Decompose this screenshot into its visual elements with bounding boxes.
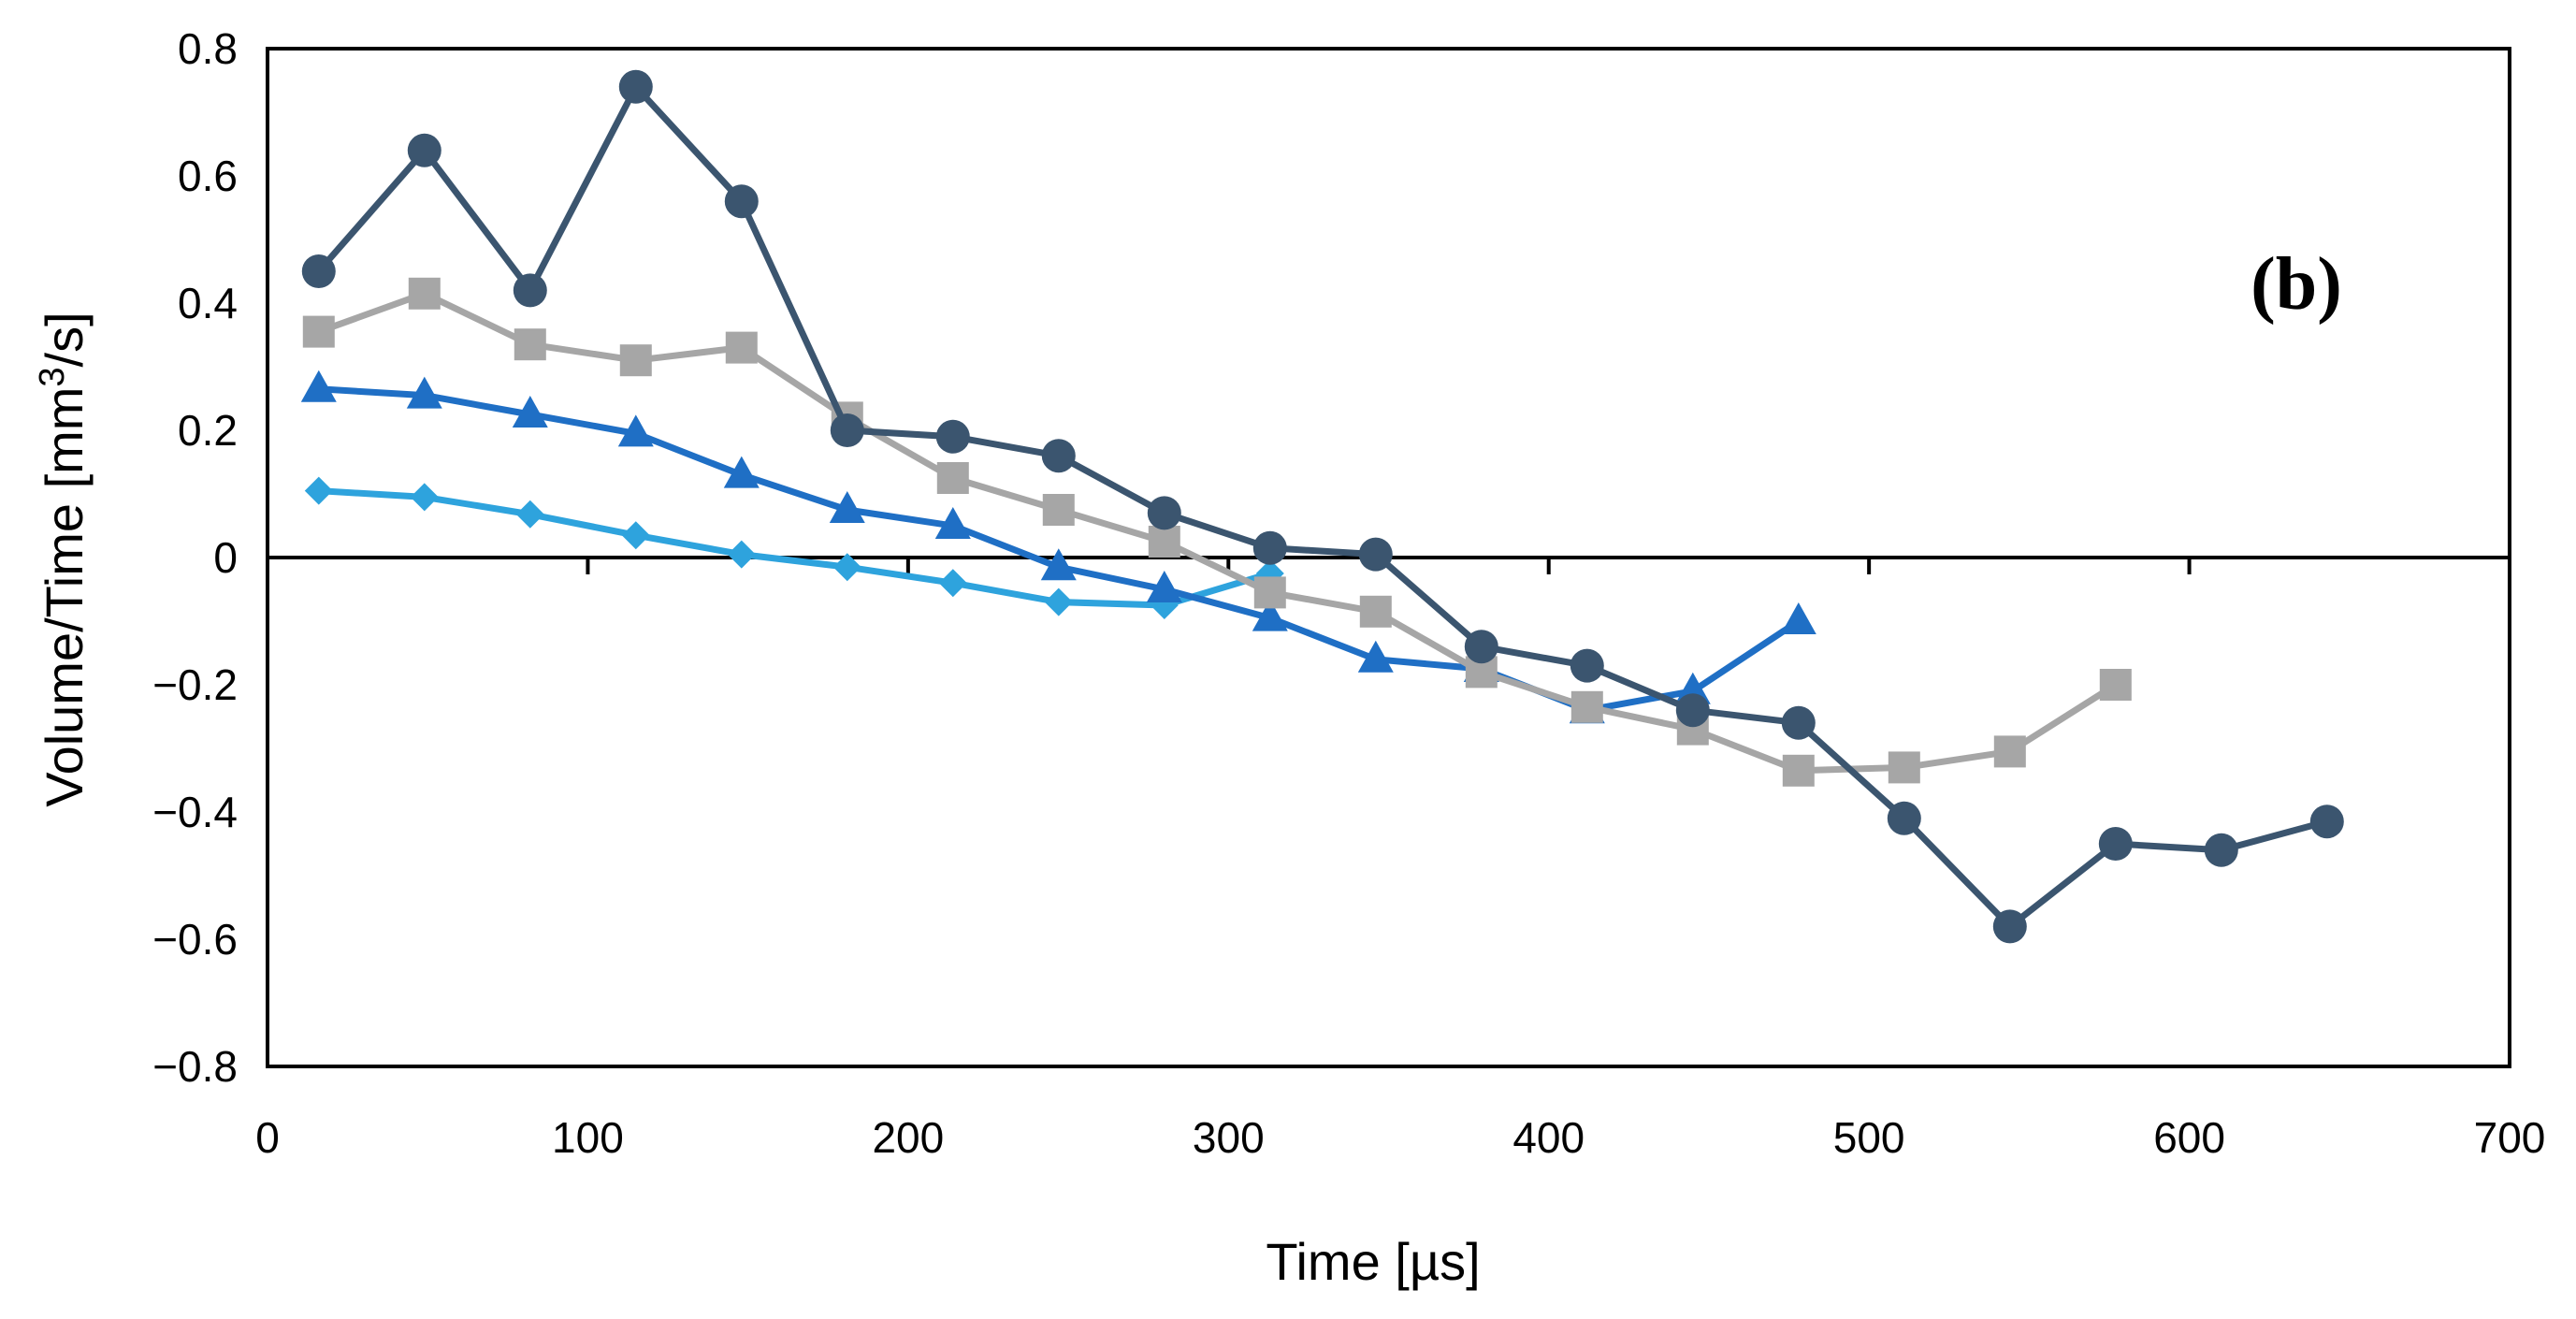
series-4-point-1 xyxy=(410,483,439,512)
series-2-point-0 xyxy=(302,315,335,348)
series-1-point-16 xyxy=(1992,909,2027,944)
series-1-line xyxy=(316,83,2328,930)
y-tick-label-1: 0.6 xyxy=(178,152,238,200)
y-tick-label-6: −0.4 xyxy=(152,788,238,836)
x-tick-label-200: 200 xyxy=(872,1113,944,1162)
series-3-point-9 xyxy=(1252,599,1288,631)
series-1-point-17 xyxy=(2098,827,2133,861)
y-tick-label-3: 0.2 xyxy=(178,406,238,455)
x-tick-label-400: 400 xyxy=(1512,1113,1585,1162)
series-4-point-4 xyxy=(727,540,756,569)
series-2-point-4 xyxy=(725,331,758,364)
series-2-point-7 xyxy=(1042,494,1075,526)
series-1-point-18 xyxy=(2204,833,2238,867)
series-1-point-13 xyxy=(1675,693,1710,728)
x-tick-label-300: 300 xyxy=(1193,1113,1265,1162)
x-tick-label-600: 600 xyxy=(2153,1113,2225,1162)
y-tick-label-7: −0.6 xyxy=(152,915,238,964)
series-2-point-12 xyxy=(1570,690,1603,723)
y-tick-label-2: 0.4 xyxy=(178,279,238,327)
series-2-point-14 xyxy=(1782,754,1815,787)
series-3-point-7 xyxy=(1040,548,1077,581)
series-4-point-5 xyxy=(832,553,861,582)
series-2-point-9 xyxy=(1253,576,1286,609)
series-4-point-0 xyxy=(304,476,333,505)
series-1-point-0 xyxy=(301,254,336,288)
series-1-point-3 xyxy=(618,69,653,104)
series-1-point-11 xyxy=(1464,630,1498,664)
series-3-point-8 xyxy=(1146,571,1182,602)
series-2-point-6 xyxy=(936,462,969,494)
series-2-point-3 xyxy=(619,344,652,377)
x-tick-label-700: 700 xyxy=(2474,1113,2546,1162)
series-2-point-2 xyxy=(514,328,546,361)
y-tick-label-5: −0.2 xyxy=(152,660,238,709)
x-axis-title: Time [µs] xyxy=(1266,1232,1480,1291)
x-tick-label-0: 0 xyxy=(255,1113,280,1162)
series-4-point-6 xyxy=(938,569,967,598)
series-4-point-2 xyxy=(515,500,544,529)
series-2-point-1 xyxy=(408,277,441,310)
series-1-point-10 xyxy=(1358,537,1393,572)
series-1-point-1 xyxy=(407,133,441,167)
series-2-point-16 xyxy=(1993,735,2026,768)
series-1 xyxy=(301,69,2344,944)
series-1-point-9 xyxy=(1252,530,1287,565)
series-1-point-14 xyxy=(1781,705,1816,740)
series-3-point-4 xyxy=(723,456,760,488)
series-1-point-5 xyxy=(830,413,864,447)
series-1-point-4 xyxy=(724,184,759,219)
y-axis-title-sup: 3 xyxy=(33,367,72,386)
y-tick-label-8: −0.8 xyxy=(152,1042,238,1091)
series-3-point-1 xyxy=(406,376,442,409)
y-tick-label-4: 0 xyxy=(213,533,238,582)
series-3-point-6 xyxy=(934,507,971,539)
y-axis-title: Volume/Time [mm3/s] xyxy=(33,312,94,806)
series-1-point-6 xyxy=(935,419,970,454)
series-2-point-8 xyxy=(1148,526,1180,558)
series-2 xyxy=(302,277,2132,787)
series-3-point-2 xyxy=(512,396,548,428)
series-3-point-3 xyxy=(617,414,654,447)
y-tick-label-0: 0.8 xyxy=(178,24,238,73)
series-3-point-14 xyxy=(1780,602,1816,634)
series-3-point-10 xyxy=(1357,640,1394,673)
series-4-point-7 xyxy=(1044,587,1073,616)
series-3-point-5 xyxy=(829,491,865,523)
x-tick-label-500: 500 xyxy=(1833,1113,1905,1162)
series-2-point-17 xyxy=(2099,669,2132,701)
series-1-point-15 xyxy=(1887,801,1921,835)
y-axis-title-tail: /s] xyxy=(35,312,94,367)
x-tick-label-100: 100 xyxy=(552,1113,624,1162)
series-1-point-8 xyxy=(1147,496,1181,530)
series-1-point-12 xyxy=(1570,648,1604,683)
series-2-point-10 xyxy=(1359,595,1392,628)
series-4 xyxy=(304,476,1284,619)
series-4-line xyxy=(318,487,1271,609)
series-1-point-19 xyxy=(2309,804,2344,839)
series-1-point-7 xyxy=(1041,439,1076,473)
series-2-point-15 xyxy=(1888,751,1920,784)
series-2-line xyxy=(317,290,2118,775)
panel-label: (b) xyxy=(2250,243,2342,326)
series-1-point-2 xyxy=(513,273,547,308)
y-axis-title-main: Volume/Time [mm xyxy=(35,387,94,807)
series-3-point-0 xyxy=(300,370,337,402)
series-4-point-3 xyxy=(621,521,650,550)
